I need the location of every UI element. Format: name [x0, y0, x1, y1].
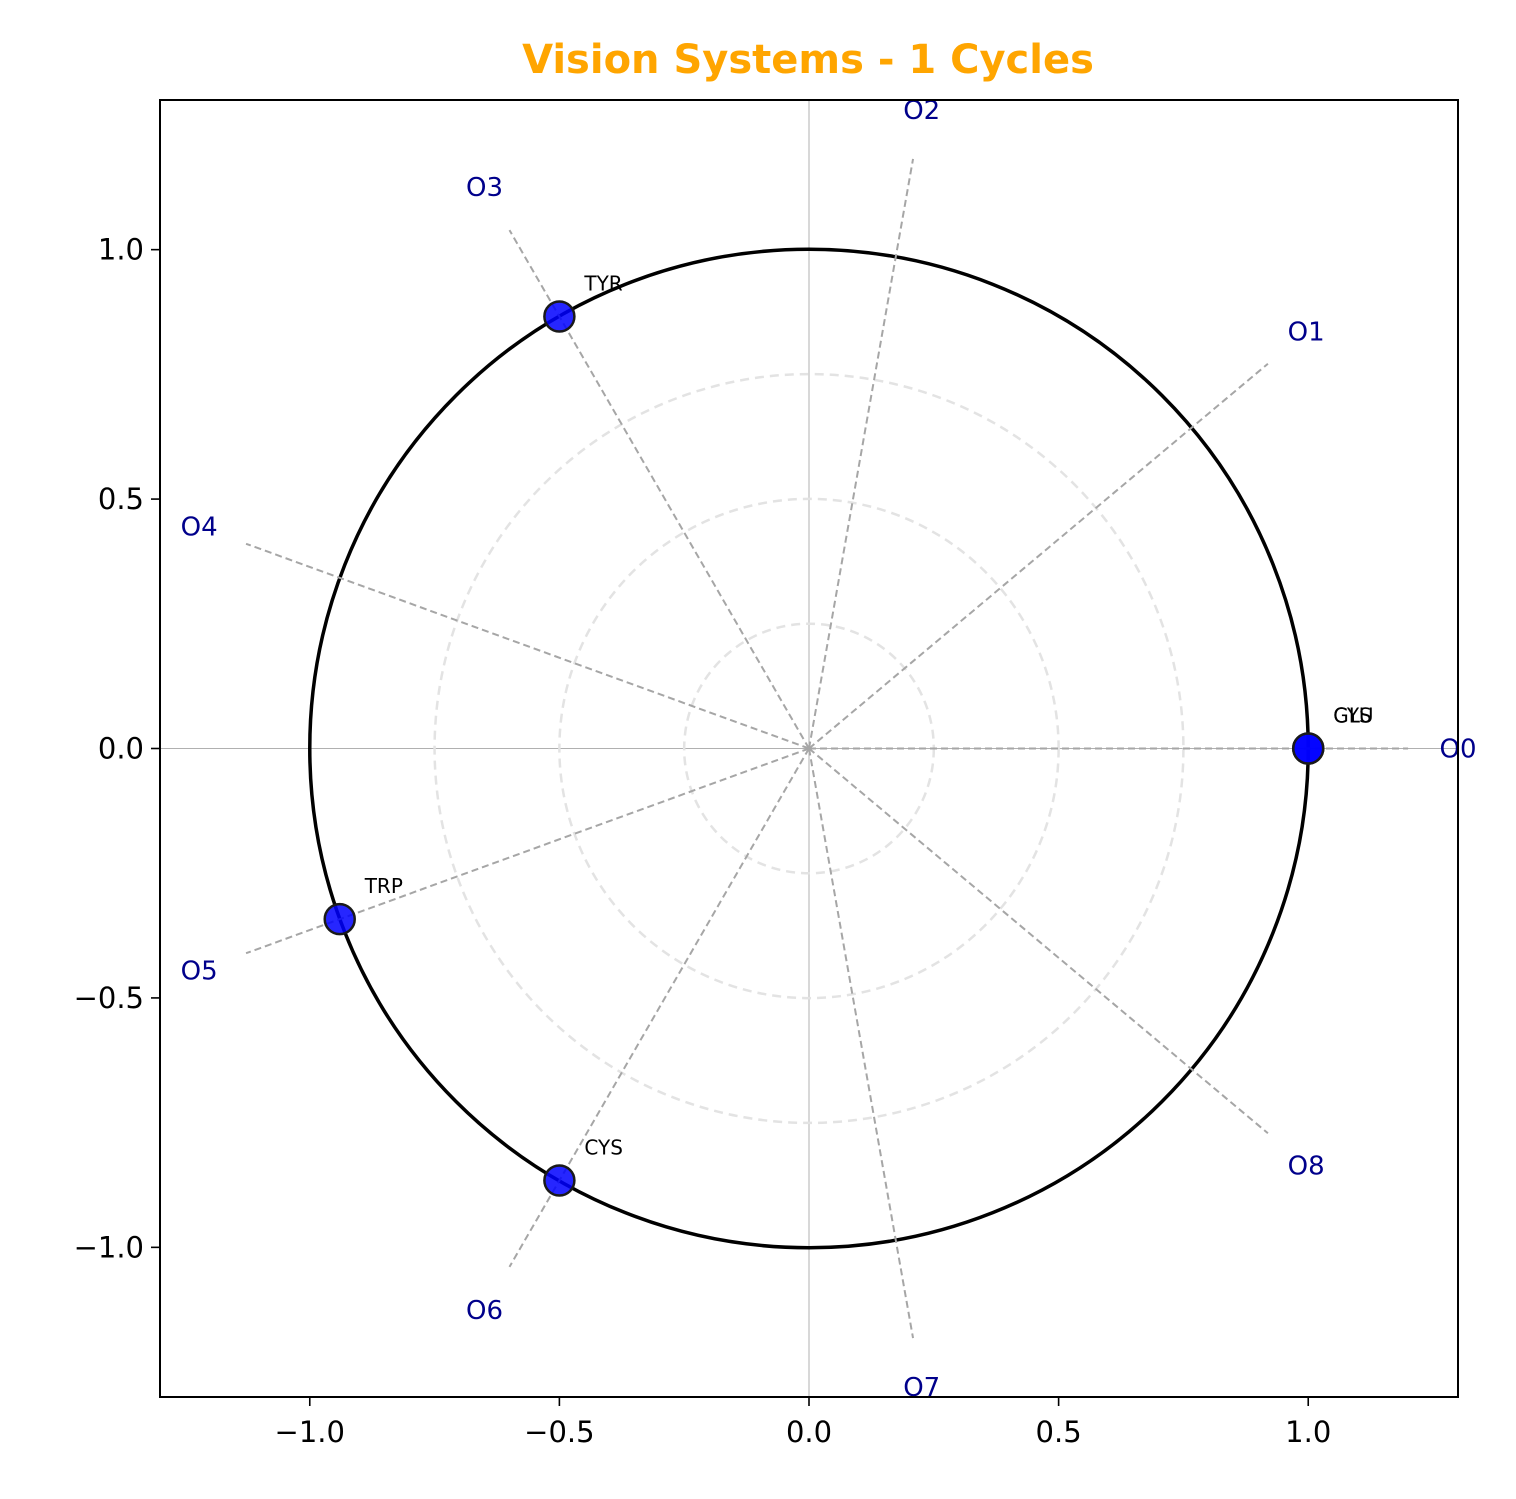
spoke-label-O5: O5 — [181, 956, 218, 986]
point-label-4: CYS — [584, 1136, 623, 1160]
x-tick-label-1: −0.5 — [524, 1415, 594, 1449]
inner-circle-1 — [558, 497, 1060, 1000]
spoke-label-O8: O8 — [1288, 1151, 1325, 1181]
data-point-1 — [1291, 732, 1325, 765]
x-tick-label-2: 0.0 — [786, 1415, 832, 1449]
spoke-O1 — [808, 362, 1269, 750]
y-tick-label-1: −0.5 — [74, 981, 144, 1015]
data-point-4 — [543, 1164, 576, 1197]
spoke-O8 — [808, 747, 1269, 1135]
spoke-label-O6: O6 — [466, 1296, 503, 1326]
y-tick-label-4: 1.0 — [98, 233, 144, 267]
spoke-label-O7: O7 — [903, 1373, 940, 1403]
data-point-2 — [543, 300, 576, 333]
spoke-O7 — [808, 748, 915, 1339]
data-point-3 — [323, 902, 356, 936]
point-label-2: TYR — [583, 271, 622, 295]
point-label-3: TRP — [364, 874, 403, 898]
y-tick-label-0: −1.0 — [74, 1230, 144, 1264]
x-tick-label-0: −1.0 — [275, 1415, 345, 1449]
spoke-label-O1: O1 — [1288, 318, 1325, 348]
spoke-O4 — [245, 542, 810, 750]
spoke-label-O3: O3 — [466, 173, 503, 203]
spoke-O2 — [808, 158, 915, 749]
x-tick-label-4: 1.0 — [1285, 1415, 1331, 1449]
plot-area — [160, 100, 1458, 1397]
point-label-1: CYS — [1333, 704, 1372, 728]
x-tick-label-3: 0.5 — [1036, 1415, 1082, 1449]
y-tick-label-2: 0.0 — [98, 732, 144, 766]
chart-title: Vision Systems - 1 Cycles — [522, 37, 1094, 83]
y-tick-label-3: 0.5 — [98, 482, 144, 516]
point-label-0: GLU — [1333, 704, 1373, 728]
spoke-label-O4: O4 — [181, 513, 218, 543]
